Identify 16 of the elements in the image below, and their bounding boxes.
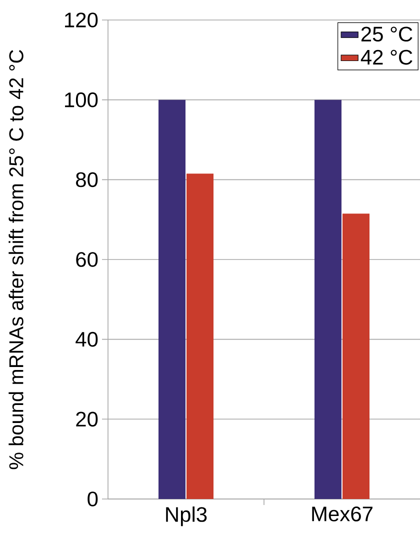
y-tick-label: 80: [76, 172, 98, 188]
bar: [342, 214, 370, 499]
y-tick-label: 40: [75, 332, 98, 347]
bar: [158, 100, 186, 499]
legend-label: 25 °C: [361, 26, 412, 42]
y-axis-title: % bound mRNAs after shift from 25° C to 42 °C: [8, 50, 24, 470]
y-tick-label: 120: [64, 12, 98, 28]
bar: [186, 174, 214, 499]
bar: [314, 100, 342, 499]
y-tick-label: 100: [64, 92, 98, 108]
y-tick-label: 0: [87, 492, 98, 506]
y-tick-label: 20: [76, 412, 98, 427]
y-tick-label: 60: [76, 252, 98, 267]
x-tick-label: Mex67: [312, 506, 372, 522]
legend-label: 42 °C: [360, 50, 412, 65]
x-tick-label: Npl3: [166, 506, 206, 526]
